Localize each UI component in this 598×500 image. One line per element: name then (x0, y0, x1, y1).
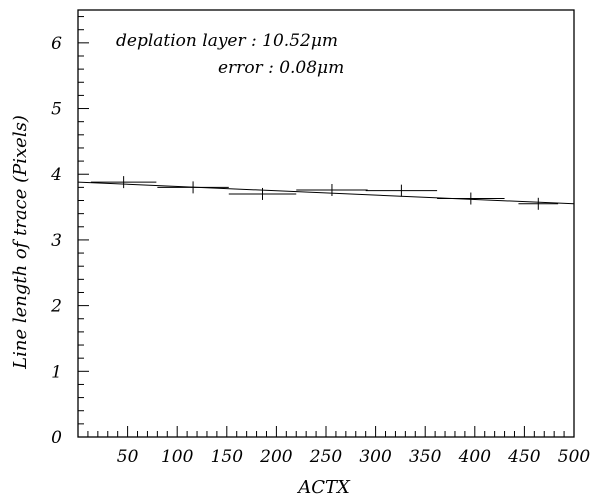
x-tick-label: 300 (359, 447, 392, 467)
y-tick-label: 2 (50, 297, 62, 317)
y-axis-title: Line length of trace (Pixels) (10, 115, 31, 370)
x-tick-label: 150 (211, 447, 244, 467)
x-axis: 50 100 150 200 250 300 350 400 450 500 (87, 426, 591, 467)
data-point (90, 176, 157, 189)
data-point (296, 183, 368, 196)
y-tick-label: 5 (51, 100, 62, 120)
x-tick-label: 50 (117, 447, 139, 467)
y-tick-label: 0 (51, 428, 62, 448)
data-point (365, 184, 438, 197)
annotation-depletion-layer: deplation layer : 10.52μm (116, 31, 338, 51)
x-tick-label: 250 (309, 447, 343, 467)
data-points (90, 176, 559, 210)
x-tick-label: 500 (558, 447, 591, 467)
data-point (228, 187, 297, 200)
y-tick-label: 3 (51, 231, 62, 251)
data-point (437, 192, 505, 205)
annotation-error: error : 0.08μm (218, 58, 344, 78)
x-tick-label: 350 (409, 447, 442, 467)
y-axis: 0 1 2 3 4 5 6 (50, 16, 89, 448)
fit-line (77, 181, 575, 205)
x-axis-title: ACTX (296, 477, 351, 498)
y-tick-label: 4 (50, 165, 62, 185)
data-point (518, 197, 559, 210)
data-point (157, 181, 229, 194)
x-tick-label: 100 (161, 447, 194, 467)
x-tick-label: 450 (507, 447, 541, 467)
x-tick-label: 400 (458, 447, 492, 467)
y-tick-label: 1 (51, 362, 62, 382)
x-tick-label: 200 (259, 447, 293, 467)
y-tick-label: 6 (51, 34, 62, 54)
fit-line-group (77, 181, 575, 205)
